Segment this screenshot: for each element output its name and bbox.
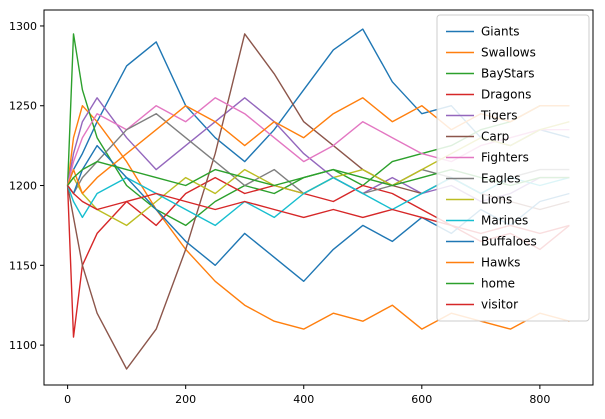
- legend-label-giants: Giants: [481, 25, 520, 39]
- legend-label-lions: Lions: [481, 193, 512, 207]
- x-tick-label: 200: [175, 393, 196, 406]
- x-tick-label: 600: [411, 393, 432, 406]
- legend-label-tigers: Tigers: [480, 109, 517, 123]
- legend-label-visitor: visitor: [481, 298, 518, 312]
- legend-label-fighters: Fighters: [481, 151, 529, 165]
- legend-label-buffaloes: Buffaloes: [481, 235, 537, 249]
- legend-label-carp: Carp: [481, 130, 509, 144]
- x-tick-label: 400: [293, 393, 314, 406]
- axes-spines: [43, 9, 594, 386]
- legend-label-dragons: Dragons: [481, 88, 531, 102]
- legend-label-eagles: Eagles: [481, 172, 521, 186]
- y-tick-label: 1150: [9, 259, 37, 272]
- legend-label-baystars: BayStars: [481, 67, 535, 81]
- y-tick-label: 1100: [9, 339, 37, 352]
- legend-label-home: home: [481, 277, 515, 291]
- x-tick-label: 0: [64, 393, 71, 406]
- legend: Giants Swallows BayStars Dragons Tigers Carp F…: [436, 14, 590, 322]
- y-tick-label: 1250: [9, 100, 37, 113]
- x-tick-label: 800: [529, 393, 550, 406]
- legend-box: [436, 14, 590, 322]
- y-tick-label: 1300: [9, 20, 37, 33]
- y-tick-label: 1200: [9, 180, 37, 193]
- legend-label-hawks: Hawks: [481, 256, 520, 270]
- legend-label-marines: Marines: [481, 214, 528, 228]
- legend-label-swallows: Swallows: [481, 46, 536, 60]
